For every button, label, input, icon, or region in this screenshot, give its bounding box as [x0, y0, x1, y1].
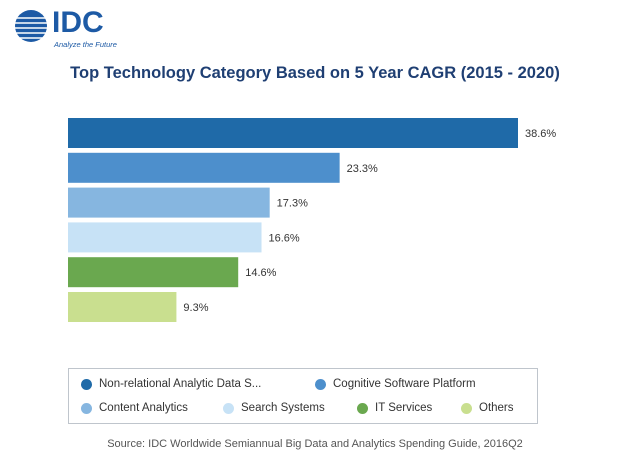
legend-label: Non-relational Analytic Data S...	[99, 378, 262, 390]
legend-label: Content Analytics	[99, 402, 188, 414]
legend-swatch	[223, 402, 234, 414]
legend-swatch	[461, 402, 472, 414]
bar-value-label: 23.3%	[347, 163, 378, 175]
legend-label: Search Systems	[241, 402, 325, 414]
legend-swatch	[81, 378, 92, 390]
bar-value-label: 16.6%	[269, 232, 300, 244]
idc-logo: IDC Analyze the Future	[14, 6, 144, 49]
logo-tagline: Analyze the Future	[54, 40, 117, 49]
legend-item-others: Others	[461, 402, 514, 414]
legend-swatch	[315, 378, 326, 390]
legend-label: Others	[479, 402, 514, 414]
bar-value-label: 14.6%	[245, 267, 276, 279]
legend-item-search-systems: Search Systems	[223, 402, 325, 414]
source-note: Source: IDC Worldwide Semiannual Big Dat…	[107, 438, 523, 450]
bar-value-label: 17.3%	[277, 198, 308, 210]
bar-0	[68, 118, 518, 148]
legend-item-non-relational: Non-relational Analytic Data S...	[81, 378, 261, 390]
legend-swatch	[357, 402, 368, 414]
legend-item-content-analytics: Content Analytics	[81, 402, 188, 414]
chart-legend: Non-relational Analytic Data S... Cognit…	[68, 368, 538, 424]
legend-label: Cognitive Software Platform	[333, 378, 476, 390]
bar-value-label: 9.3%	[183, 302, 208, 314]
globe-icon	[15, 10, 47, 42]
bar-2	[68, 187, 270, 218]
bar-value-label: 38.6%	[525, 128, 556, 140]
bar-3	[68, 222, 262, 253]
bar-1	[68, 152, 340, 183]
legend-item-cognitive: Cognitive Software Platform	[315, 378, 476, 390]
legend-item-it-services: IT Services	[357, 402, 432, 414]
legend-label: IT Services	[375, 402, 433, 414]
logo-text: IDC	[52, 6, 104, 39]
bar-5	[68, 292, 177, 322]
chart-title: Top Technology Category Based on 5 Year …	[70, 64, 560, 82]
legend-swatch	[81, 402, 92, 414]
bar-4	[68, 257, 239, 288]
